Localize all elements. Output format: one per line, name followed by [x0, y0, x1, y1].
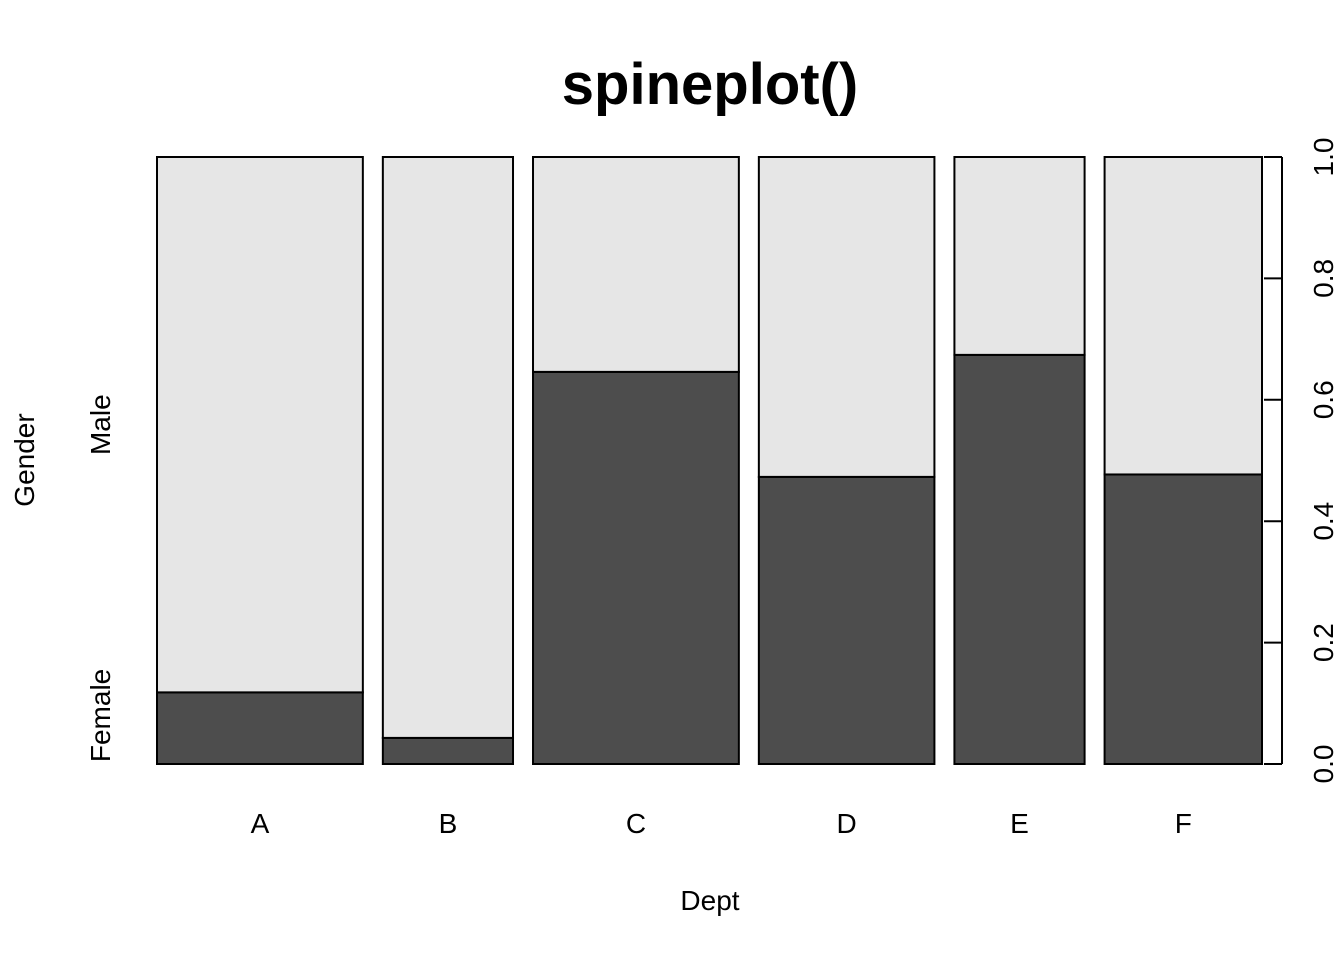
- bar-b-male: [381, 156, 515, 739]
- bar-f-female: [1103, 473, 1263, 765]
- bar-e-male: [953, 156, 1086, 356]
- chart-title: spineplot(): [562, 52, 858, 117]
- bar-c-female: [532, 370, 740, 765]
- x-tick-label-d: D: [837, 808, 857, 839]
- right-axis-tick-label: 1.0: [1308, 138, 1339, 177]
- y-category-label-male: Male: [85, 394, 116, 455]
- x-tick-labels: A B C D E F: [251, 808, 1192, 839]
- y-axis-label: Gender: [9, 413, 40, 506]
- left-axis-category-labels: Female Male: [85, 394, 116, 762]
- right-axis-tick-label: 0.0: [1308, 745, 1339, 784]
- x-tick-label-c: C: [626, 808, 646, 839]
- x-tick-label-f: F: [1175, 808, 1192, 839]
- bar-d-female: [757, 475, 936, 765]
- x-tick-label-e: E: [1010, 808, 1029, 839]
- x-tick-label-b: B: [439, 808, 458, 839]
- bar-a-female: [156, 691, 364, 765]
- y-category-label-female: Female: [85, 669, 116, 762]
- right-axis-tick-label: 0.4: [1308, 502, 1339, 541]
- bars-group: [156, 156, 1263, 766]
- bar-e-female: [953, 353, 1086, 765]
- x-axis-label: Dept: [680, 885, 739, 916]
- bar-d-male: [757, 156, 936, 478]
- right-axis: 0.0 0.2 0.4 0.6 0.8 1.0: [1264, 138, 1339, 784]
- right-axis-tick-label: 0.8: [1308, 259, 1339, 298]
- x-tick-label-a: A: [251, 808, 270, 839]
- bar-f-male: [1103, 156, 1263, 476]
- bar-a-male: [156, 156, 364, 694]
- right-axis-tick-label: 0.6: [1308, 380, 1339, 419]
- bar-c-male: [532, 156, 740, 373]
- bar-b-female: [381, 736, 515, 766]
- right-axis-tick-label: 0.2: [1308, 623, 1339, 662]
